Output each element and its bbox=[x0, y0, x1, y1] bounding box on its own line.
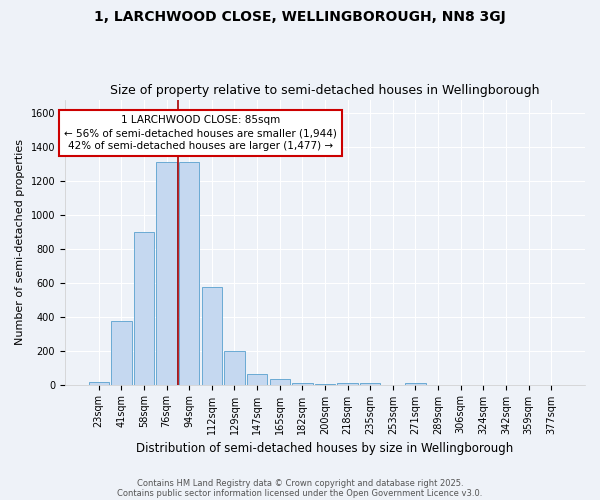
Bar bbox=[292, 382, 313, 384]
Text: Contains HM Land Registry data © Crown copyright and database right 2025.: Contains HM Land Registry data © Crown c… bbox=[137, 478, 463, 488]
Y-axis label: Number of semi-detached properties: Number of semi-detached properties bbox=[15, 139, 25, 345]
Text: 1, LARCHWOOD CLOSE, WELLINGBOROUGH, NN8 3GJ: 1, LARCHWOOD CLOSE, WELLINGBOROUGH, NN8 … bbox=[94, 10, 506, 24]
Bar bbox=[247, 374, 267, 384]
Bar bbox=[179, 162, 199, 384]
Bar bbox=[269, 380, 290, 384]
Bar bbox=[157, 162, 177, 384]
Title: Size of property relative to semi-detached houses in Wellingborough: Size of property relative to semi-detach… bbox=[110, 84, 540, 97]
Bar bbox=[89, 382, 109, 384]
Bar bbox=[405, 383, 425, 384]
Text: Contains public sector information licensed under the Open Government Licence v3: Contains public sector information licen… bbox=[118, 488, 482, 498]
Bar bbox=[360, 383, 380, 384]
Bar bbox=[111, 321, 131, 384]
Bar bbox=[224, 350, 245, 384]
Text: 1 LARCHWOOD CLOSE: 85sqm
← 56% of semi-detached houses are smaller (1,944)
42% o: 1 LARCHWOOD CLOSE: 85sqm ← 56% of semi-d… bbox=[64, 115, 337, 151]
X-axis label: Distribution of semi-detached houses by size in Wellingborough: Distribution of semi-detached houses by … bbox=[136, 442, 514, 455]
Bar bbox=[202, 287, 222, 384]
Bar bbox=[134, 232, 154, 384]
Bar bbox=[337, 382, 358, 384]
